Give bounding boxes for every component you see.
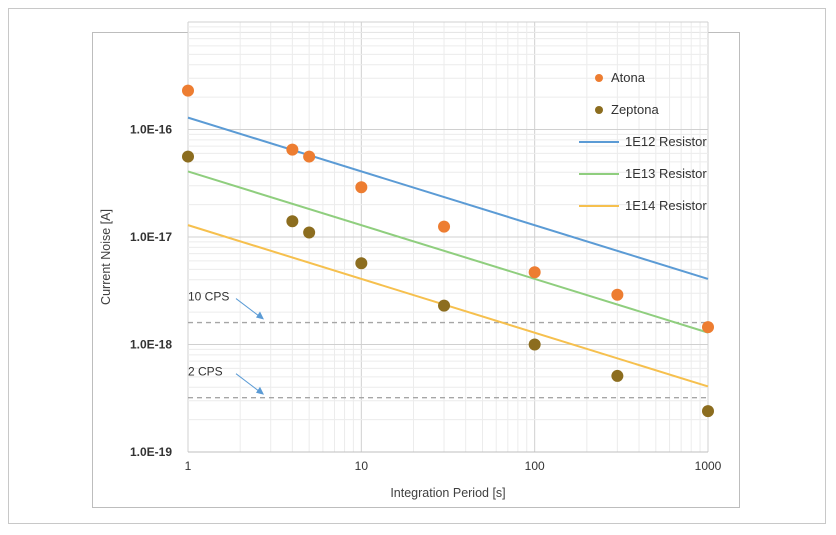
legend-marker [595,74,603,82]
x-axis-label: Integration Period [s] [390,486,505,500]
reference-lines [188,321,708,399]
data-point-zeptona [303,226,316,239]
grid-lines [187,21,709,453]
data-point-zeptona [182,150,194,163]
x-tick-label: 1 [185,459,192,473]
annotation-label-2: 2 CPS [188,365,223,379]
data-points [182,84,714,418]
series-line-2 [187,170,709,334]
legend-item-2: Zeptona [595,102,659,117]
y-tick-label: 1.0E-17 [130,230,172,244]
x-tick-label: 100 [525,459,545,473]
resistor-lines [187,116,709,388]
data-point-zeptona [611,369,624,382]
data-point-zeptona [702,405,714,418]
series-line-1 [187,116,709,280]
y-tick-label: 1.0E-16 [130,123,172,137]
annotation-arrow-2 [235,373,262,394]
chart-area [92,32,740,508]
legend-label: Atona [611,70,646,85]
annotation-arrowhead-2 [256,386,264,395]
data-point-atona [355,181,368,194]
legend-label: 1E13 Resistor [625,166,707,181]
y-tick-label: 1.0E-18 [130,338,172,352]
legend-label: Zeptona [611,102,659,117]
x-tick-label: 10 [355,459,369,473]
legend-item-3: 1E12 Resistor [579,134,707,149]
legend-item-1: Atona [595,70,646,85]
annotation-arrow-1 [235,298,262,318]
legend: Atona Zeptona 1E12 Resistor 1E13 Resistor 1E… [579,70,707,213]
legend-item-4: 1E13 Resistor [579,166,707,181]
data-point-zeptona [286,215,299,228]
data-point-atona [303,150,316,163]
data-point-atona [182,84,194,97]
data-point-atona [702,321,714,334]
data-point-atona [286,143,299,156]
tick-labels: 1 10 100 1000 1.0E-19 1.0E-18 1.0E-17 1.0E-16 [130,123,722,474]
legend-label: 1E12 Resistor [625,134,707,149]
legend-marker [595,106,603,114]
legend-label: 1E14 Resistor [625,198,707,213]
data-point-atona [611,288,624,301]
annotation-label-1: 10 CPS [188,290,229,304]
legend-item-5: 1E14 Resistor [579,198,707,213]
x-tick-label: 1000 [695,459,722,473]
y-axis-label: Current Noise [A] [99,209,113,305]
data-point-atona [528,266,541,279]
annotation-arrowhead-1 [256,311,264,320]
data-point-zeptona [528,338,541,351]
data-point-zeptona [438,299,451,312]
y-tick-label: 1.0E-19 [130,445,172,459]
data-point-zeptona [355,257,368,270]
data-point-atona [438,220,451,233]
annotations: 10 CPS 2 CPS [188,290,264,395]
